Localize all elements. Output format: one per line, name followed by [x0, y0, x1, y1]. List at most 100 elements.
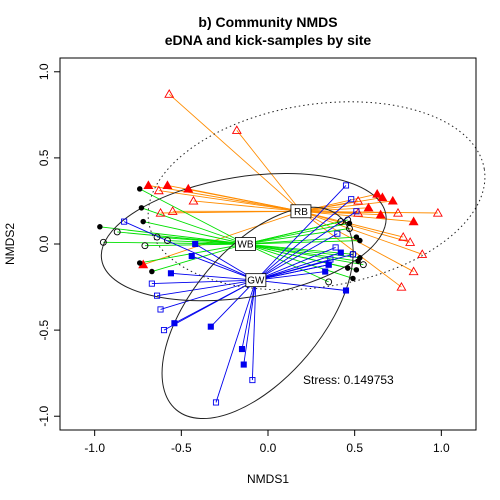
data-point-gw-edna — [171, 320, 178, 327]
spoke-line — [139, 188, 246, 245]
spoke-line — [151, 243, 246, 272]
data-point-wb-kick — [337, 218, 345, 226]
data-point-wb-edna — [357, 237, 363, 244]
data-point-wb-edna — [136, 186, 143, 192]
spoke-line — [160, 279, 256, 310]
site-ellipse-rb — [147, 101, 486, 291]
spoke-line — [210, 279, 257, 327]
data-point-rb-kick — [353, 195, 364, 205]
spoke-line — [141, 207, 246, 245]
data-point-wb-edna — [138, 205, 145, 211]
y-tick-label: 0.0 — [37, 235, 51, 252]
centroid-label-wb: WB — [237, 240, 253, 251]
data-point-gw-edna — [325, 261, 332, 268]
spoke-line — [245, 236, 357, 245]
data-point-wb-kick — [359, 261, 367, 269]
spoke-line — [245, 243, 329, 283]
spoke-line — [191, 255, 257, 281]
spoke-line — [243, 280, 257, 365]
data-point-gw-kick — [212, 399, 220, 406]
data-point-rb-kick — [167, 206, 178, 215]
chart-title: b) Community NMDS — [198, 14, 337, 30]
data-point-gw-kick — [154, 292, 161, 299]
spoke-line — [143, 210, 302, 266]
data-point-wb-edna — [136, 260, 143, 266]
spoke-line — [236, 130, 302, 212]
data-point-rb-kick — [393, 207, 403, 217]
site-ellipse-gw — [161, 206, 354, 420]
spoke-line — [245, 243, 354, 279]
data-point-gw-edna — [188, 253, 195, 260]
data-point-rb-kick — [396, 281, 407, 291]
spoke-line — [245, 222, 350, 245]
x-tick-label: -0.5 — [171, 441, 192, 455]
spoke-line — [170, 272, 256, 281]
x-tick-label: 0.5 — [346, 441, 363, 455]
spoke-line — [255, 233, 338, 281]
data-point-gw-kick — [332, 244, 339, 251]
spoke-line — [158, 190, 301, 212]
data-point-rb-kick — [432, 207, 443, 217]
spoke-line — [300, 210, 438, 214]
spoke-line — [255, 264, 329, 281]
data-point-gw-kick — [349, 251, 356, 258]
x-tick-label: -1.0 — [84, 441, 105, 455]
data-point-rb-edna — [183, 183, 194, 193]
x-axis: -1.0 -0.5 0.0 0.5 1.0 — [84, 430, 450, 455]
data-point-rb-edna — [387, 195, 398, 205]
data-point-rb-kick — [155, 207, 166, 217]
data-point-wb-kick — [164, 237, 171, 245]
spoke-line — [156, 279, 256, 297]
spoke-line — [174, 279, 257, 324]
data-point-rb-edna — [408, 216, 419, 226]
spoke-line — [300, 193, 378, 212]
spoke-line — [300, 210, 411, 243]
spoke-line — [148, 185, 302, 212]
data-point-gw-edna — [342, 287, 350, 294]
data-point-wb-edna — [350, 275, 356, 282]
data-point-wb-edna — [149, 268, 155, 275]
spoke-line — [99, 226, 246, 245]
spoke-line — [215, 280, 257, 403]
data-point-rb-kick — [417, 249, 428, 258]
data-point-rb-kick — [398, 232, 409, 241]
centroid-label-rb: RB — [294, 207, 308, 218]
spoke-line — [300, 210, 423, 255]
y-axis: -1.0 -0.5 0.0 0.5 1.0 — [37, 63, 60, 427]
site-ellipse-wb — [100, 172, 387, 302]
data-point-rb-kick — [353, 207, 364, 217]
y-axis-label: NMDS2 — [3, 223, 17, 265]
centroid-box-wb — [235, 237, 256, 251]
data-point-gw-edna — [337, 249, 344, 256]
x-tick-label: 1.0 — [433, 441, 450, 455]
y-tick-label: 1.0 — [37, 63, 51, 80]
spoke-line — [123, 221, 257, 281]
spoke-line — [255, 210, 357, 281]
data-point-rb-kick — [188, 195, 199, 205]
chart-subtitle: eDNA and kick-samples by site — [165, 32, 372, 48]
spoke-line — [300, 200, 393, 212]
spoke-line — [245, 243, 357, 271]
data-point-wb-edna — [140, 218, 146, 225]
x-axis-label: NMDS1 — [247, 472, 289, 486]
spoke-line — [160, 210, 301, 214]
data-point-wb-edna — [97, 224, 103, 230]
spoke-line — [151, 279, 256, 285]
data-point-rb-kick — [153, 185, 164, 195]
data-point-gw-edna — [238, 346, 246, 353]
spoke-line — [255, 252, 341, 281]
centroid-box-gw — [245, 273, 267, 288]
data-point-rb-kick — [164, 89, 175, 98]
data-point-wb-kick — [99, 238, 107, 246]
y-tick-label: 0.5 — [37, 149, 51, 166]
data-point-rb-edna — [363, 202, 374, 212]
data-point-gw-edna — [192, 240, 199, 248]
data-point-gw-kick — [348, 196, 355, 203]
stress-annotation: Stress: 0.149753 — [303, 373, 394, 387]
spoke-line — [103, 241, 246, 245]
data-point-rb-edna — [162, 180, 173, 190]
data-point-wb-kick — [325, 278, 333, 286]
data-point-wb-edna — [344, 265, 351, 271]
spoke-line — [255, 253, 354, 281]
sample-points — [97, 89, 443, 406]
